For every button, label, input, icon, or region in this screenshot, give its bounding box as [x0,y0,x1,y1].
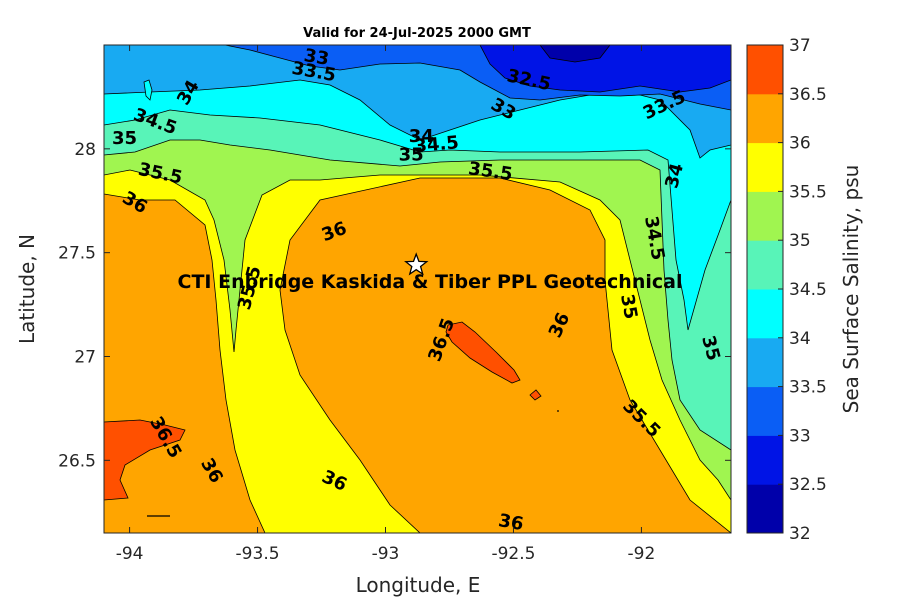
colorbar-tick-label: 34.5 [789,280,827,300]
contour-label: 35 [616,292,641,320]
contour-label: 34 [409,126,434,147]
x-tick-label: -92.5 [491,544,535,564]
y-tick-label: 27.5 [58,244,96,264]
colorbar-swatch [747,240,783,290]
x-axis: -94 -93.5 -93 -92.5 -92 [116,45,656,564]
colorbar-tick-label: 33 [789,426,811,446]
x-axis-label: Longitude, E [356,573,481,597]
colorbar-tick-label: 36.5 [789,85,827,105]
colorbar-label: Sea Surface Salinity, psu [839,165,863,414]
colorbar-tick-label: 35.5 [789,182,827,202]
x-tick-label: -92 [628,544,656,564]
contour-label: 36 [497,510,525,535]
colorbar-swatch [747,191,783,241]
colorbar-tick-label: 34 [789,329,811,349]
y-tick-label: 28 [74,140,96,160]
colorbar-tick-label: 35 [789,231,811,251]
contour-label: 35 [399,145,424,166]
contour-label: 33 [302,45,330,70]
colorbar-swatch [747,93,783,144]
colorbar-swatch [747,337,783,388]
colorbar-swatch [747,386,783,436]
colorbar-swatch [747,45,783,95]
figure-title: Valid for 24-Jul-2025 2000 GMT [303,26,531,41]
colorbar-swatch [747,142,783,192]
y-tick-label: 27 [74,347,96,367]
x-tick-label: -94 [116,544,144,564]
island-34-top-left [143,79,153,101]
colorbar-tick-label: 32.5 [789,475,827,495]
colorbar-tick-label: 32 [789,524,811,544]
y-axis-label: Latitude, N [15,234,39,344]
y-axis: 26.5 27 27.5 28 [58,140,731,471]
patch-36-5-small [529,389,542,401]
x-tick-label: -93 [372,544,400,564]
colorbar-swatch [747,435,783,485]
colorbar-tick-label: 36 [789,134,811,154]
patch-36-5-center [445,321,521,384]
site-star-icon [404,252,429,276]
colorbar-tick-label: 33.5 [789,378,827,398]
plot-frame [103,44,732,534]
band-34 [104,45,731,331]
y-tick-label: 26.5 [58,451,96,471]
band-32-5 [479,45,731,93]
patch-36-5-left [104,419,186,501]
band-32 [539,45,611,63]
contour-label: 35 [112,128,137,149]
site-annotation: CTI Enbridge Kaskida & Tiber PPL Geotech… [178,271,683,293]
colorbar-swatch [747,289,783,339]
colorbar-tick-label: 37 [789,36,811,56]
colorbar: 32 32.5 33 33.5 34 34.5 35 35.5 36 36.5 37 [746,36,827,544]
contour-dot [557,410,559,412]
contour-label: 34.5 [414,132,460,157]
colorbar-swatch [747,484,783,534]
x-tick-label: -93.5 [236,544,280,564]
